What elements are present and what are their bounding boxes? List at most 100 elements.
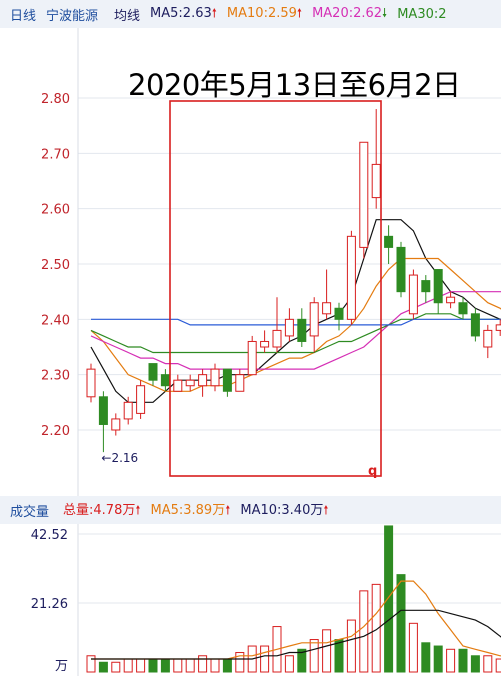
ma5-readout: MA5:2.63🠕 (150, 5, 217, 21)
candle-body (148, 363, 158, 381)
y-tick-label: 2.40 (41, 313, 70, 328)
volume-bar (371, 583, 381, 673)
candle-body (495, 324, 501, 331)
candle-body (123, 401, 133, 420)
candle-body (446, 296, 456, 304)
volume-bar (185, 658, 195, 673)
ma30-readout: MA30:2 (397, 6, 447, 22)
volume-bar (235, 652, 245, 673)
candle-body (297, 318, 307, 342)
y-tick-label: 2.60 (41, 203, 70, 218)
ma-line-ma30 (90, 313, 501, 354)
volume-bar (483, 655, 493, 673)
period-label[interactable]: 日线 (10, 8, 37, 24)
candlestick-chart: 2.80 2.70 2.60 2.50 2.40 2.30 2.20 ←2.16 q (41, 28, 501, 496)
volume-bar (98, 661, 108, 673)
volume-bar (210, 658, 220, 673)
volume-bar (148, 658, 158, 673)
volume-bar (309, 639, 319, 673)
low-price-label: ←2.16 (101, 451, 138, 465)
vol-tick-label: 21.26 (31, 597, 68, 612)
volume-bar (334, 639, 344, 673)
volume-bar (446, 648, 456, 673)
arrow-up-icon: 🠕 (323, 502, 329, 517)
volume-bar (396, 574, 406, 673)
volume-ma5: MA5:3.89万🠕 (150, 502, 231, 518)
y-tick-label: 2.30 (41, 369, 70, 384)
volume-bar (198, 655, 208, 673)
date-range-annotation: 2020年5月13日至6月2日 (128, 68, 461, 102)
vol-unit-label: 万 (55, 659, 68, 674)
volume-ma10: MA10:3.40万🠕 (240, 502, 329, 518)
stock-name[interactable]: 宁波能源 (46, 8, 99, 24)
candle-body (470, 313, 480, 337)
volume-header-bar: 成交量 总量:4.78万🠕 MA5:3.89万🠕 MA10:3.40万🠕 (0, 496, 501, 524)
y-tick-label: 2.20 (41, 424, 70, 439)
candle-body (458, 302, 468, 315)
candle-body (260, 340, 270, 348)
y-tick-label: 2.80 (41, 92, 70, 107)
y-tick-label: 2.50 (41, 258, 70, 273)
candle-body (284, 318, 294, 337)
candle-body (384, 235, 394, 248)
volume-bar (111, 661, 121, 673)
volume-bar (408, 622, 418, 673)
price-header-bar: 日线 宁波能源 均线 MA5:2.63🠕 MA10:2.59🠕 MA20:2.6… (0, 0, 501, 28)
ma-line-ma10 (90, 257, 501, 392)
candle-body (371, 163, 381, 199)
volume-bar (284, 655, 294, 673)
arrow-up-icon: 🠕 (211, 5, 217, 20)
ma10-readout: MA10:2.59🠕 (226, 5, 303, 21)
candle-body (111, 418, 121, 431)
candle-body (346, 235, 356, 320)
vol-tick-label: 42.52 (31, 528, 68, 543)
candle-body (483, 329, 493, 348)
candle-body (173, 379, 183, 392)
arrow-up-icon: 🠕 (135, 502, 141, 517)
volume-bar (421, 642, 431, 673)
volume-bar (260, 645, 270, 673)
candle-body (433, 269, 443, 304)
volume-bar (384, 525, 394, 673)
highlight-box (169, 100, 382, 477)
volume-bar (123, 658, 133, 673)
volume-bar (495, 658, 501, 673)
candle-body (247, 340, 257, 376)
candle-body (396, 246, 406, 293)
candle-body (235, 374, 245, 392)
candle-body (408, 274, 418, 315)
candle-body (160, 374, 170, 387)
volume-chart: 42.52 21.26 万 (31, 524, 501, 676)
arrow-up-icon: 🠕 (296, 5, 303, 20)
volume-bar (173, 658, 183, 673)
arrow-down-icon: 🠗 (382, 5, 388, 20)
candle-body (98, 396, 108, 425)
volume-bar (359, 590, 369, 673)
end-marker: q (368, 464, 377, 479)
volume-label[interactable]: 成交量 (10, 504, 50, 520)
candle-body (359, 141, 369, 248)
candle-body (210, 368, 220, 387)
volume-bar (160, 658, 170, 673)
candle-body (309, 302, 319, 337)
volume-bar (222, 658, 232, 673)
candle-body (421, 280, 431, 293)
volume-bar (86, 655, 96, 673)
volume-bar (322, 629, 332, 673)
candle-body (322, 302, 332, 315)
ma-line-ma20 (90, 291, 501, 370)
candle-body (136, 385, 146, 414)
volume-total: 总量:4.78万🠕 (63, 502, 141, 518)
volume-bar (458, 648, 468, 673)
volume-bar (433, 645, 443, 673)
arrow-up-icon: 🠕 (225, 502, 231, 517)
y-tick-label: 2.70 (41, 147, 70, 162)
candle-body (185, 379, 195, 387)
avg-line-label[interactable]: 均线 (114, 8, 141, 24)
ma-line-ma60 (91, 318, 501, 326)
candle-body (334, 307, 344, 320)
volume-bar (346, 619, 356, 673)
ma20-readout: MA20:2.62🠗 (312, 5, 388, 21)
volume-bar (470, 655, 480, 673)
candle-body (222, 368, 232, 392)
